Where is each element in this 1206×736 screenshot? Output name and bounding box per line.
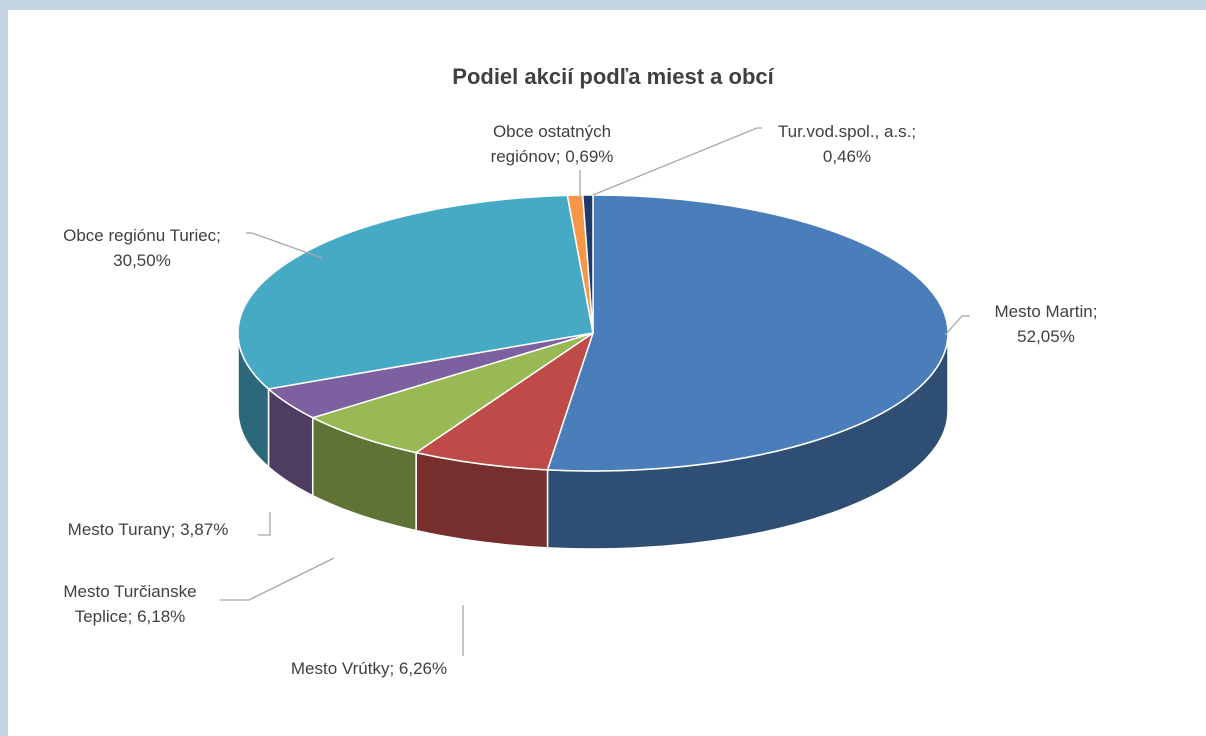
slice-label-line: 52,05% — [1017, 327, 1075, 346]
slice-label: Mesto Martin; 52,05% — [995, 302, 1098, 346]
slice-label: Obce ostatných regiónov; 0,69% — [491, 122, 614, 166]
slice-label: Mesto Turčianske Teplice; 6,18% — [63, 582, 196, 626]
slice-label: Tur.vod.spol., a.s.; 0,46% — [778, 122, 916, 166]
slice-label-line: 30,50% — [113, 251, 171, 270]
slice-label-line: Teplice; 6,18% — [75, 607, 186, 626]
slice — [311, 332, 594, 454]
slice-label-line: regiónov; 0,69% — [491, 147, 614, 166]
slice-label-line: Tur.vod.spol., a.s.; — [778, 122, 916, 141]
slice-label: Mesto Turany; 3,87% — [68, 520, 229, 539]
slice-label-line: Mesto Turany; 3,87% — [68, 520, 229, 539]
leader-line — [592, 127, 762, 196]
slice-label: Mesto Vrútky; 6,26% — [291, 659, 447, 678]
leader-line — [220, 557, 335, 601]
slice — [546, 194, 949, 472]
slice-label: Obce regiónu Turiec; 30,50% — [63, 226, 221, 270]
slice-label-line: 0,46% — [823, 147, 871, 166]
slice — [581, 194, 594, 334]
slice — [415, 332, 594, 471]
slice-label-line: Obce ostatných — [493, 122, 611, 141]
chart-title: Podiel akcií podľa miest a obcí — [452, 64, 774, 89]
slice-label-line: Obce regiónu Turiec; — [63, 226, 221, 245]
leader-line — [944, 315, 970, 336]
slice-label-line: Mesto Martin; — [995, 302, 1098, 321]
slice — [237, 194, 594, 390]
slice-label-line: Mesto Turčianske — [63, 582, 196, 601]
leader-line — [246, 232, 323, 259]
leader-line — [258, 512, 271, 536]
slice-label-line: Mesto Vrútky; 6,26% — [291, 659, 447, 678]
